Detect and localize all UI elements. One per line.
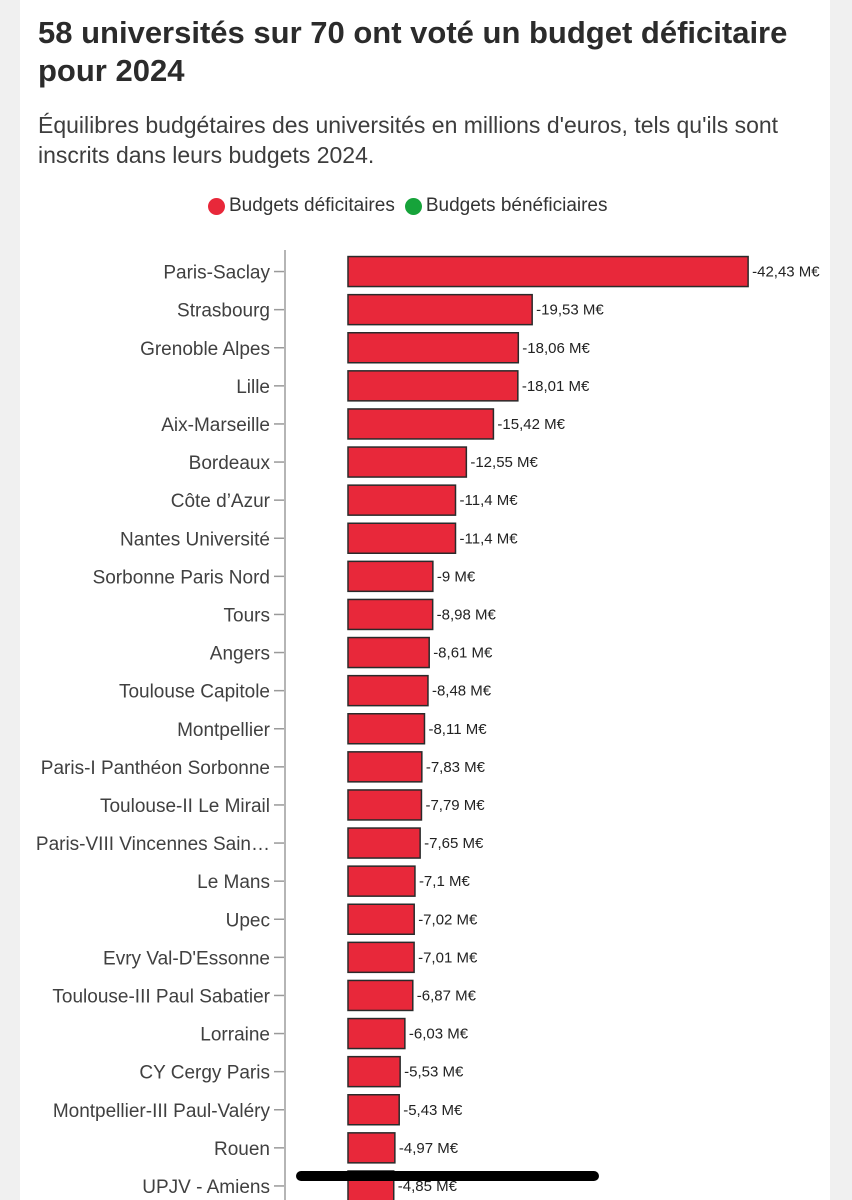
bar	[347, 751, 423, 783]
category-label: CY Cergy Paris	[139, 1063, 270, 1084]
category-label: Paris-VIII Vincennes Sain…	[36, 834, 270, 855]
bar	[347, 408, 495, 440]
bar-chart: Paris-Saclay -42,43 M€ Strasbourg -19,53 M€…	[36, 250, 820, 1200]
bar	[347, 941, 415, 974]
value-label: -6,87 M€	[417, 987, 477, 1004]
category-label: Paris-Saclay	[163, 263, 270, 284]
bar	[347, 255, 749, 288]
bar	[347, 1055, 401, 1088]
category-label: Paris-I Panthéon Sorbonne	[41, 758, 270, 779]
value-label: -9 M€	[437, 568, 476, 585]
category-label: Le Mans	[197, 872, 270, 893]
value-label: -5,53 M€	[404, 1064, 464, 1081]
value-label: -42,43 M€	[752, 264, 820, 281]
value-label: -11,4 M€	[460, 492, 519, 509]
scroll-indicator[interactable]	[296, 1171, 599, 1181]
legend-swatch-surplus	[404, 197, 422, 215]
value-label: -18,06 M€	[522, 340, 590, 357]
bar	[347, 827, 421, 859]
bar	[347, 789, 423, 821]
legend: Budgets déficitaires Budgets bénéficiair…	[208, 193, 608, 219]
legend-swatch-deficit	[208, 197, 225, 215]
category-label: Angers	[210, 644, 270, 665]
category-label: UPJV - Amiens	[142, 1177, 270, 1198]
value-label: -18,01 M€	[522, 378, 590, 395]
category-label: Côte d’Azur	[171, 491, 271, 512]
bar	[347, 598, 434, 631]
category-label: Lorraine	[200, 1025, 270, 1046]
value-label: -6,03 M€	[409, 1026, 469, 1043]
bar	[347, 560, 434, 593]
bar	[347, 293, 533, 326]
category-label: Sorbonne Paris Nord	[93, 567, 270, 588]
category-label: Nantes Université	[120, 529, 270, 550]
bar	[347, 636, 430, 669]
bar	[347, 903, 415, 935]
bar	[347, 1132, 396, 1164]
value-label: -4,97 M€	[399, 1140, 459, 1157]
bar	[347, 1017, 406, 1050]
bar	[347, 446, 468, 478]
value-label: -19,53 M€	[536, 302, 604, 319]
bar	[347, 370, 519, 402]
category-label: Grenoble Alpes	[140, 339, 270, 360]
value-label: -8,11 M€	[428, 721, 487, 738]
category-label: Toulouse Capitole	[119, 682, 270, 703]
category-label: Montpellier	[177, 720, 271, 741]
category-label: Strasbourg	[177, 301, 270, 322]
category-label: Upec	[226, 910, 270, 931]
value-label: -7,1 M€	[419, 873, 471, 890]
bar	[347, 522, 457, 554]
legend-label-surplus: Budgets bénéficiaires	[425, 195, 608, 216]
chart-subtitle: Équilibres budgétaires des universités e…	[38, 112, 779, 168]
bar	[347, 865, 416, 897]
value-label: -7,02 M€	[418, 911, 478, 928]
category-label: Evry Val-D'Essonne	[103, 948, 270, 969]
value-label: -8,48 M€	[432, 683, 492, 700]
value-label: -15,42 M€	[497, 416, 565, 433]
chart-title: 58 universités sur 70 ont voté un budget…	[38, 15, 788, 88]
bar	[347, 979, 414, 1012]
value-label: -4,85 M€	[398, 1178, 458, 1195]
value-label: -5,43 M€	[403, 1102, 463, 1119]
bar	[347, 713, 426, 745]
category-label: Montpellier-III Paul-Valéry	[53, 1101, 271, 1122]
category-label: Tours	[224, 605, 270, 626]
legend-item-deficit[interactable]: Budgets déficitaires	[208, 195, 395, 217]
bar	[347, 332, 520, 364]
bar	[347, 1094, 400, 1126]
value-label: -11,4 M€	[460, 530, 519, 547]
category-label: Bordeaux	[189, 453, 271, 474]
category-label: Lille	[236, 377, 270, 398]
value-label: -7,83 M€	[426, 759, 486, 776]
legend-item-surplus[interactable]: Budgets bénéficiaires	[404, 195, 608, 217]
value-label: -8,98 M€	[437, 606, 497, 623]
chart-card: 58 universités sur 70 ont voté un budget…	[20, 0, 830, 1200]
value-label: -7,01 M€	[418, 949, 478, 966]
category-label: Toulouse-II Le Mirail	[100, 796, 270, 817]
category-label: Toulouse-III Paul Sabatier	[52, 986, 270, 1007]
value-label: -12,55 M€	[470, 454, 538, 471]
legend-label-deficit: Budgets déficitaires	[229, 195, 395, 216]
bar	[347, 484, 457, 516]
category-label: Aix-Marseille	[161, 415, 270, 436]
category-label: Rouen	[214, 1139, 270, 1160]
value-label: -7,79 M€	[425, 797, 485, 814]
value-label: -7,65 M€	[424, 835, 484, 852]
bar	[347, 674, 429, 707]
value-label: -8,61 M€	[433, 645, 493, 662]
